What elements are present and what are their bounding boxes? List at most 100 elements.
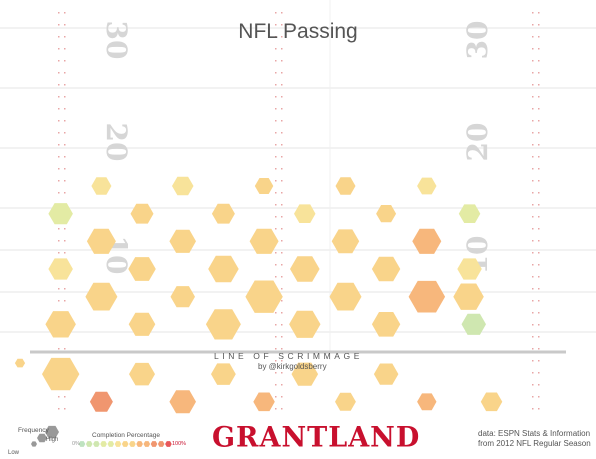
hash-mark	[281, 84, 283, 86]
hexbin	[91, 177, 112, 195]
hash-mark	[532, 12, 534, 14]
hash-mark	[281, 108, 283, 110]
hash-mark	[538, 276, 540, 278]
hexbin	[48, 258, 73, 280]
hash-mark	[281, 324, 283, 326]
yard-number: 30	[461, 21, 494, 60]
hash-mark	[532, 336, 534, 338]
hash-mark	[281, 264, 283, 266]
hash-mark	[275, 396, 277, 398]
hash-mark	[64, 348, 66, 350]
hash-mark	[281, 72, 283, 74]
hash-mark	[532, 48, 534, 50]
hexbin	[253, 392, 275, 412]
hash-mark	[64, 132, 66, 134]
hash-mark	[275, 312, 277, 314]
hash-mark	[532, 120, 534, 122]
hash-mark	[281, 372, 283, 374]
hexbin	[335, 177, 356, 195]
line-of-scrimmage-label: LINE OF SCRIMMAGE	[214, 351, 364, 361]
hash-mark	[538, 300, 540, 302]
hash-mark	[275, 24, 277, 26]
hash-mark	[281, 408, 283, 410]
hash-mark	[275, 168, 277, 170]
hash-mark	[58, 48, 60, 50]
hash-mark	[538, 12, 540, 14]
hash-mark	[64, 60, 66, 62]
hash-mark	[275, 384, 277, 386]
completion-legend-high: 100%	[172, 441, 187, 447]
hash-mark	[538, 192, 540, 194]
hash-mark	[64, 396, 66, 398]
hexbin	[169, 229, 196, 253]
hash-mark	[275, 156, 277, 158]
hash-mark	[58, 72, 60, 74]
hash-mark	[58, 144, 60, 146]
hash-mark	[58, 288, 60, 290]
hash-mark	[58, 108, 60, 110]
hash-mark	[532, 132, 534, 134]
hash-mark	[64, 72, 66, 74]
hash-mark	[538, 60, 540, 62]
completion-legend-hex	[107, 441, 115, 447]
hash-mark	[58, 120, 60, 122]
hexbin	[211, 363, 236, 385]
hash-mark	[281, 48, 283, 50]
hash-mark	[275, 336, 277, 338]
hash-mark	[538, 336, 540, 338]
hash-mark	[538, 348, 540, 350]
hash-mark	[532, 324, 534, 326]
hexbin	[85, 282, 118, 311]
hash-mark	[275, 216, 277, 218]
hash-mark	[64, 48, 66, 50]
hash-mark	[58, 300, 60, 302]
hexbin	[211, 203, 235, 224]
hash-mark	[532, 192, 534, 194]
chart-title: NFL Passing	[238, 20, 358, 43]
hash-mark	[64, 252, 66, 254]
hexbin	[205, 309, 241, 340]
hash-mark	[58, 252, 60, 254]
completion-legend-hex	[157, 441, 165, 447]
hash-mark	[538, 96, 540, 98]
hash-mark	[281, 24, 283, 26]
completion-legend-hex	[114, 441, 122, 447]
hash-mark	[275, 228, 277, 230]
hexbin	[458, 204, 481, 223]
hash-mark	[532, 84, 534, 86]
hash-mark	[58, 168, 60, 170]
hash-mark	[538, 240, 540, 242]
hash-mark	[538, 180, 540, 182]
completion-legend-hex	[136, 441, 143, 447]
hash-mark	[275, 48, 277, 50]
hash-mark	[281, 180, 283, 182]
hash-mark	[281, 288, 283, 290]
hexbin	[408, 280, 446, 313]
hash-mark	[538, 396, 540, 398]
completion-legend-hex	[150, 441, 158, 447]
hash-mark	[64, 108, 66, 110]
hash-mark	[275, 108, 277, 110]
hexbin	[245, 280, 283, 313]
hash-mark	[532, 204, 534, 206]
hash-mark	[281, 396, 283, 398]
hexbin	[453, 283, 484, 310]
hash-mark	[532, 312, 534, 314]
hexbin	[14, 358, 26, 368]
hash-mark	[64, 84, 66, 86]
hash-mark	[532, 408, 534, 410]
hash-mark	[281, 144, 283, 146]
hash-mark	[281, 240, 283, 242]
hash-mark	[64, 240, 66, 242]
hash-mark	[532, 300, 534, 302]
hash-mark	[281, 336, 283, 338]
hash-mark	[275, 72, 277, 74]
hash-mark	[275, 120, 277, 122]
frequency-legend-hex	[31, 441, 37, 447]
hash-mark	[275, 192, 277, 194]
hash-mark	[538, 384, 540, 386]
completion-legend-hex	[165, 441, 172, 447]
hash-mark	[58, 396, 60, 398]
hexbin	[417, 177, 437, 195]
hash-mark	[538, 72, 540, 74]
